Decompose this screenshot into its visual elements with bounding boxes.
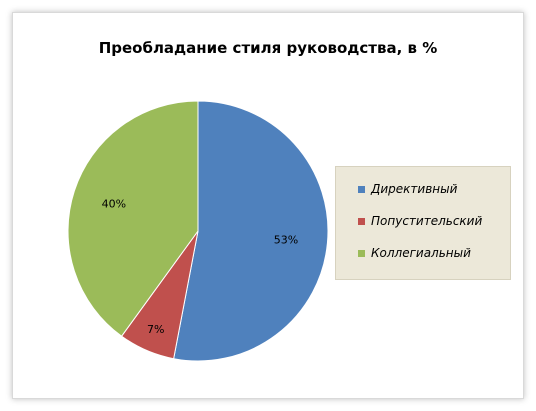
- slice-data-label: 40%: [102, 198, 126, 211]
- pie-slice: [173, 100, 329, 362]
- slice-data-label: 53%: [274, 233, 298, 246]
- pie-chart: 53% 7% 40%: [67, 100, 329, 362]
- legend-label: Директивный: [371, 182, 458, 196]
- legend-swatch: [358, 185, 365, 193]
- chart-area: Преобладание стиля руководства, в % 53% 7…: [12, 12, 524, 399]
- legend-item: Коллегиальный: [336, 243, 510, 263]
- legend-label: Коллегиальный: [371, 246, 471, 260]
- legend-label: Попустительский: [371, 214, 483, 228]
- slice-data-label: 7%: [147, 323, 164, 336]
- legend-swatch: [358, 249, 365, 257]
- chart-title: Преобладание стиля руководства, в %: [98, 39, 438, 57]
- pie-slice: [67, 100, 199, 337]
- legend-item: Директивный: [336, 179, 510, 199]
- legend-item: Попустительский: [336, 211, 510, 231]
- legend-swatch: [358, 217, 365, 225]
- legend: Директивный Попустительский Коллегиальный: [335, 166, 511, 280]
